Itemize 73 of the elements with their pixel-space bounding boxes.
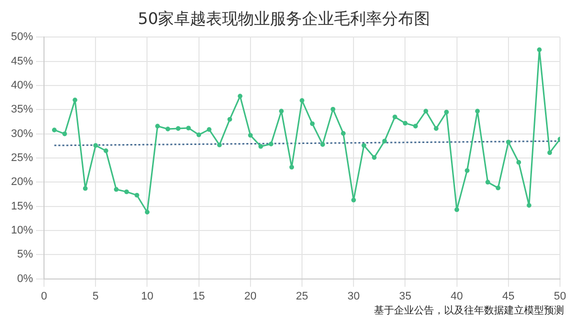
y-tick-label: 5%: [17, 248, 34, 261]
point: [114, 187, 119, 192]
x-tick-label: 50: [554, 290, 566, 302]
y-tick-label: 45%: [10, 55, 34, 68]
y-tick-label: 30%: [10, 128, 34, 140]
y-tick-label: 25%: [10, 152, 34, 164]
point: [526, 203, 532, 208]
point: [217, 142, 222, 148]
point: [516, 160, 522, 165]
point: [413, 124, 418, 128]
point: [444, 110, 449, 114]
y-tick-label: 40%: [10, 80, 34, 92]
point: [206, 127, 212, 132]
point: [475, 108, 480, 114]
y-tick-label: 35%: [10, 104, 34, 116]
point: [300, 98, 304, 103]
point: [402, 120, 408, 126]
point: [155, 124, 160, 128]
point: [134, 192, 140, 198]
point: [268, 142, 274, 146]
point: [258, 144, 264, 149]
point: [93, 143, 98, 148]
x-tick-label: 0: [40, 290, 48, 302]
point: [330, 106, 336, 112]
point: [392, 114, 398, 120]
y-tick-label: 50%: [10, 31, 34, 44]
point: [351, 198, 356, 202]
x-tick-label: 45: [502, 290, 515, 302]
x-tick-label: 15: [192, 290, 205, 302]
point: [248, 132, 253, 138]
x-tick-label: 25: [296, 290, 308, 302]
point: [196, 132, 202, 138]
x-tick-label: 40: [450, 290, 463, 302]
point: [279, 108, 284, 114]
x-tick-label: 5: [92, 290, 99, 302]
point: [124, 189, 129, 194]
x-tick-label: 30: [347, 290, 360, 302]
y-tick-label: 20%: [10, 176, 34, 188]
point: [506, 140, 511, 144]
y-tick-label: 15%: [10, 200, 34, 212]
x-tick-label: 20: [244, 290, 257, 302]
point: [52, 128, 57, 132]
point: [176, 126, 181, 131]
point: [496, 186, 500, 190]
text: 基于企业公告，以及往年数据建立模型预测: [374, 304, 564, 317]
chart-title: 50家卓越表现物业服务企业毛利率分布图: [138, 8, 430, 28]
point: [144, 210, 150, 214]
point: [362, 143, 366, 148]
point: [547, 150, 552, 156]
x-tick-label: 10: [141, 290, 154, 302]
point: [104, 148, 108, 154]
point: [382, 138, 387, 144]
y-tick-label: 10%: [10, 224, 34, 237]
point: [238, 94, 242, 98]
point: [423, 108, 428, 114]
point: [82, 186, 88, 191]
point: [485, 180, 490, 185]
point: [227, 116, 232, 122]
y-tick-label: 0%: [17, 272, 34, 285]
x-tick-label: 35: [399, 290, 412, 302]
point: [289, 164, 294, 170]
point: [72, 98, 78, 102]
point: [320, 142, 325, 147]
point: [310, 121, 315, 126]
point: [62, 131, 68, 136]
point: [464, 168, 470, 173]
point: [186, 126, 191, 130]
point: [434, 126, 439, 131]
point: [166, 126, 170, 132]
point: [454, 207, 460, 212]
point: [340, 131, 346, 136]
point: [372, 155, 377, 160]
point: [537, 47, 542, 52]
